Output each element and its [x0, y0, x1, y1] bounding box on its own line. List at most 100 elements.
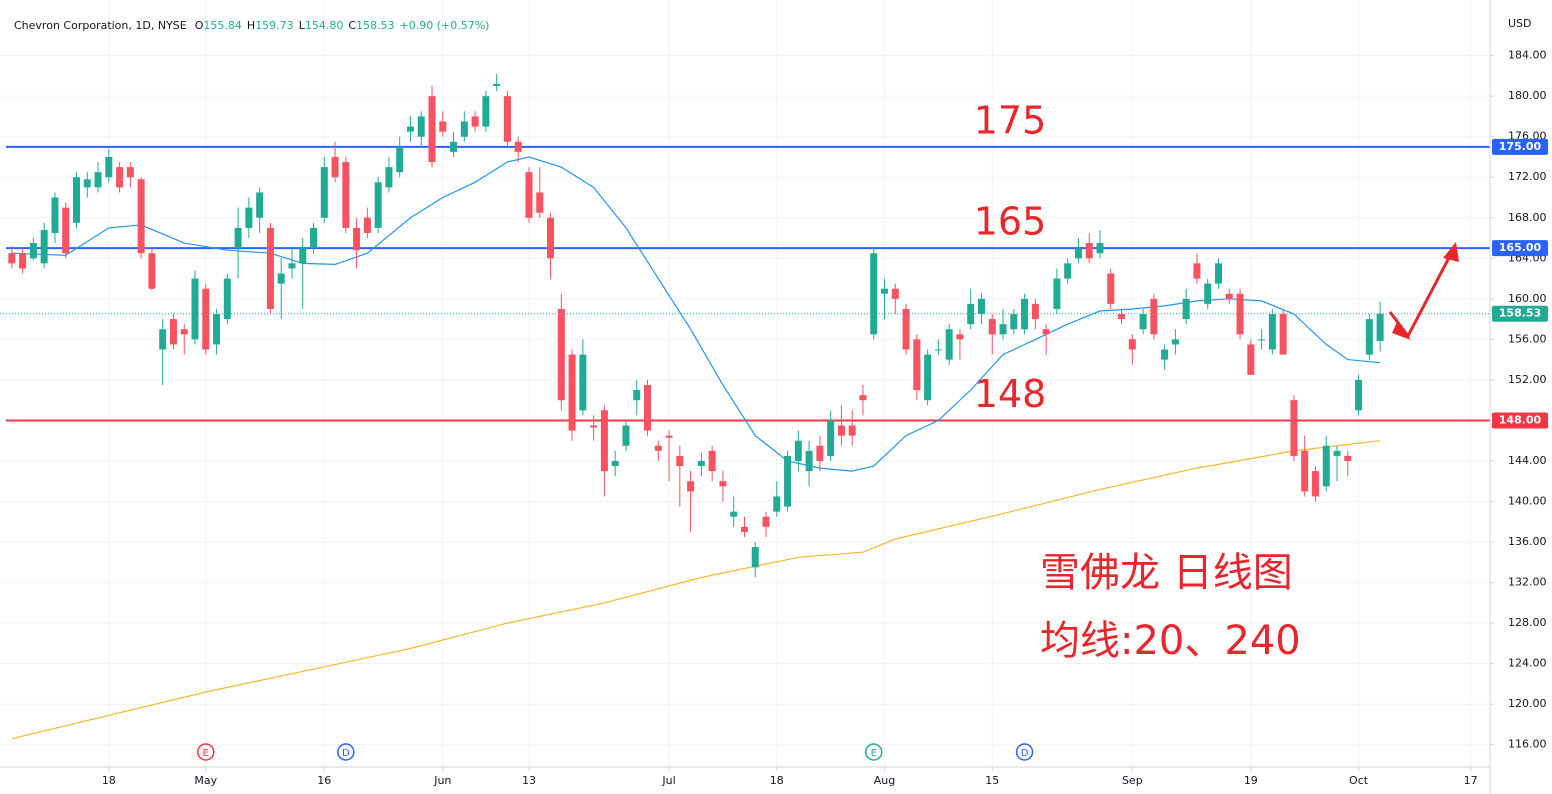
candle-body	[191, 278, 199, 340]
candle-body	[1204, 283, 1212, 304]
header: Chevron Corporation, 1D, NYSE O155.84 H159…	[14, 19, 489, 32]
candle-body	[406, 126, 414, 132]
candle-body	[622, 425, 630, 446]
candle-body	[1074, 248, 1082, 259]
y-tick-label: 160.00	[1508, 292, 1547, 305]
price-tag-label: 158.53	[1499, 307, 1541, 320]
x-tick-label: 13	[522, 774, 536, 787]
grid	[0, 0, 1490, 767]
event-marker	[1015, 743, 1034, 761]
candle-body	[816, 445, 824, 461]
candle-body	[977, 298, 985, 315]
candle-body	[870, 253, 878, 335]
candle-body	[1290, 400, 1298, 456]
candle-body	[1376, 313, 1384, 341]
candle-body	[837, 425, 845, 436]
price-tag	[1492, 240, 1548, 257]
candle-body	[1333, 450, 1341, 456]
candle-body	[180, 329, 188, 335]
candle-body	[697, 460, 705, 467]
candle-body	[19, 253, 27, 269]
candle-body	[665, 435, 673, 438]
price-tag	[1492, 412, 1548, 429]
candle-body	[1085, 243, 1093, 259]
candle-body	[547, 217, 555, 259]
y-tick-label: 136.00	[1508, 535, 1547, 548]
candle-body	[310, 227, 318, 249]
candle-body	[514, 141, 522, 152]
title: Chevron Corporation, 1D, NYSE	[14, 19, 187, 32]
candle-body	[881, 288, 889, 294]
candle-body	[913, 339, 921, 391]
candle-body	[1365, 319, 1373, 355]
moving-average	[11, 440, 1381, 740]
candle-body	[967, 303, 975, 325]
candle-body	[848, 425, 856, 436]
level-annotation: 165	[974, 200, 1047, 244]
price-tag-label: 165.00	[1499, 241, 1542, 254]
note: 雪佛龙 日线图	[1040, 550, 1293, 596]
candle-body	[934, 349, 942, 351]
candle-body	[1258, 339, 1266, 341]
price-tag-label: 148.00	[1499, 413, 1542, 426]
y-tick-label: 128.00	[1508, 616, 1547, 629]
candle-body	[40, 229, 48, 264]
candle-body	[439, 121, 447, 132]
candle-body	[105, 156, 113, 178]
candle-body	[859, 395, 867, 401]
candle-body	[342, 162, 350, 228]
candle-body	[460, 121, 468, 137]
candle-body	[1247, 344, 1255, 375]
candle-body	[83, 179, 91, 188]
candle-body	[62, 207, 70, 254]
candle-body	[730, 511, 738, 517]
note: 均线:20、240	[1040, 618, 1301, 664]
y-tick-label: 168.00	[1508, 211, 1547, 224]
y-tick-label: 144.00	[1508, 454, 1547, 467]
event-marker	[864, 743, 883, 761]
candle-body	[1161, 349, 1169, 360]
candle-body	[1021, 298, 1029, 330]
event-label: D	[342, 748, 350, 759]
candle-body	[611, 460, 619, 467]
event-label: E	[871, 748, 877, 759]
candle-body	[51, 197, 59, 233]
candle-body	[8, 253, 16, 264]
y-tick-label: 172.00	[1508, 170, 1547, 183]
candle-body	[1193, 263, 1201, 279]
candle-body	[1225, 293, 1233, 299]
event-marker	[197, 743, 215, 761]
candle-body	[1107, 273, 1115, 304]
candle-body	[1096, 243, 1104, 254]
event-marker	[337, 743, 355, 761]
candle-body	[428, 96, 436, 163]
candle-body	[1311, 471, 1319, 497]
candle-body	[1301, 450, 1309, 492]
candle-body	[1215, 263, 1223, 284]
candle-body	[493, 84, 501, 87]
y-tick-label: 116.00	[1508, 738, 1547, 751]
y-tick-label: 152.00	[1508, 373, 1547, 386]
candle-body	[450, 141, 458, 152]
candle-body	[1053, 278, 1061, 309]
candle-body	[1150, 298, 1158, 335]
candle-body	[482, 96, 490, 127]
candle-body	[299, 248, 307, 264]
y-tick-label: 156.00	[1508, 332, 1547, 345]
y-tick-label: 140.00	[1508, 495, 1547, 508]
candle-body	[525, 172, 533, 218]
y-tick-label: 180.00	[1508, 89, 1547, 102]
candle-body	[1042, 329, 1050, 335]
candle-body	[827, 420, 835, 456]
candle-body	[1139, 314, 1147, 330]
x-tick-label: Jul	[661, 774, 675, 787]
ohlc-value: 158.53	[356, 19, 395, 32]
candle-body	[999, 324, 1007, 335]
y-tick-label: 132.00	[1508, 576, 1547, 589]
axis: 116.00 120.00 124.00 128.00 132.00 136.00 140.…	[102, 49, 1548, 787]
price-tag	[1492, 138, 1548, 155]
event-label: D	[1021, 748, 1029, 759]
ohlc-key: H	[247, 19, 255, 32]
level-annotation: 175	[974, 98, 1047, 142]
